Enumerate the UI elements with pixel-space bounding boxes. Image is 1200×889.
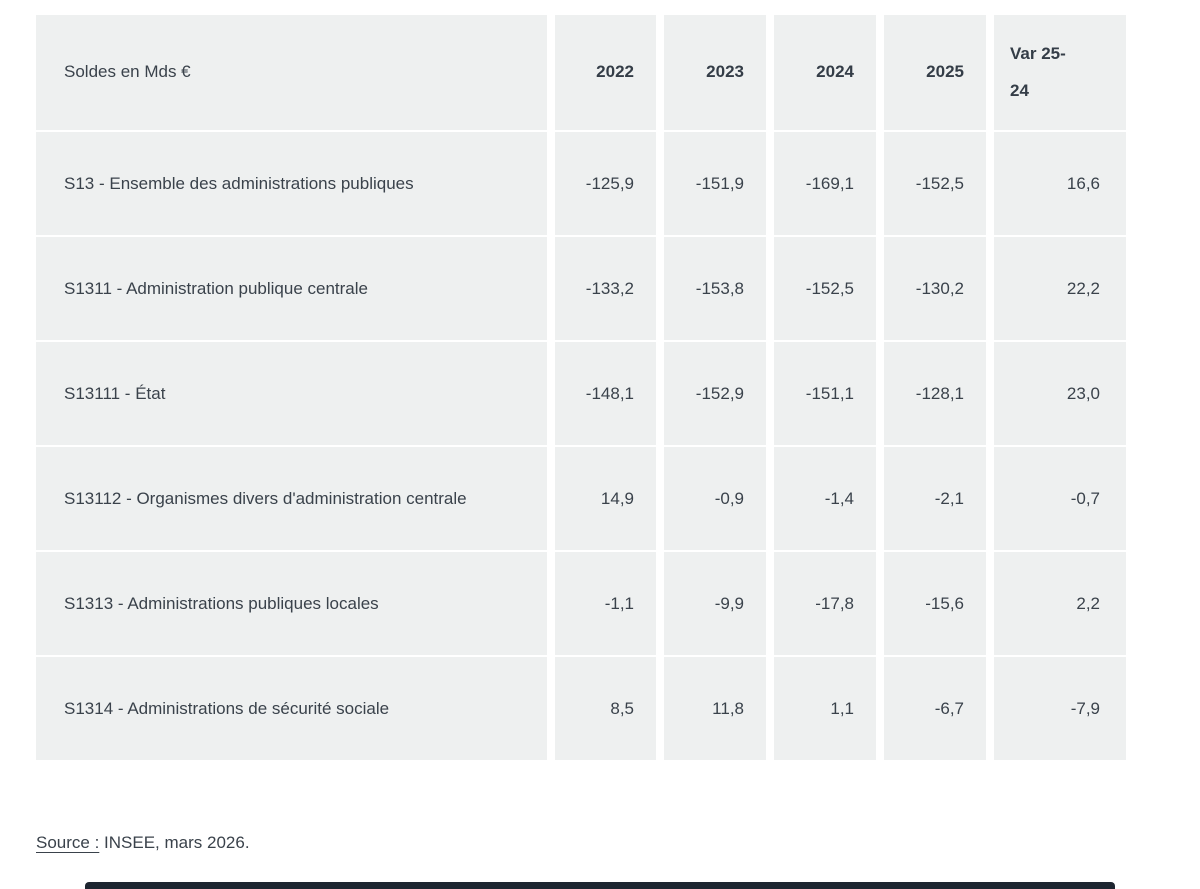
cell-value: 2,2 bbox=[994, 552, 1126, 655]
column-header-2024: 2024 bbox=[774, 15, 876, 130]
cell-value: -169,1 bbox=[774, 132, 876, 235]
cell-value: -125,9 bbox=[555, 132, 656, 235]
cell-value: -153,8 bbox=[664, 237, 766, 340]
cell-value: -152,5 bbox=[884, 132, 986, 235]
source-link[interactable]: Source : bbox=[36, 833, 100, 852]
cell-value: -152,5 bbox=[774, 237, 876, 340]
cell-value: -151,9 bbox=[664, 132, 766, 235]
cell-value: 16,6 bbox=[994, 132, 1126, 235]
cell-value: -6,7 bbox=[884, 657, 986, 760]
cell-value: -2,1 bbox=[884, 447, 986, 550]
row-label: S1313 - Administrations publiques locale… bbox=[36, 552, 547, 655]
cell-value: -15,6 bbox=[884, 552, 986, 655]
column-header-var-25-24: Var 25-24 bbox=[994, 15, 1126, 130]
cell-value: 22,2 bbox=[994, 237, 1126, 340]
cell-value: -0,7 bbox=[994, 447, 1126, 550]
cut-off-bottom-element bbox=[85, 882, 1115, 889]
row-label: S13 - Ensemble des administrations publi… bbox=[36, 132, 547, 235]
row-label: S13112 - Organismes divers d'administrat… bbox=[36, 447, 547, 550]
public-balances-table: Soldes en Mds € 2022 2023 2024 2025 Var … bbox=[36, 15, 1126, 760]
cell-value: -152,9 bbox=[664, 342, 766, 445]
source-note: Source : INSEE, mars 2026. bbox=[36, 833, 250, 853]
cell-value: 23,0 bbox=[994, 342, 1126, 445]
cell-value: -128,1 bbox=[884, 342, 986, 445]
column-header-2022: 2022 bbox=[555, 15, 656, 130]
cell-value: -130,2 bbox=[884, 237, 986, 340]
row-label: S13111 - État bbox=[36, 342, 547, 445]
cell-value: 11,8 bbox=[664, 657, 766, 760]
cell-value: -148,1 bbox=[555, 342, 656, 445]
cell-value: 1,1 bbox=[774, 657, 876, 760]
cell-value: -1,1 bbox=[555, 552, 656, 655]
row-label: S1311 - Administration publique centrale bbox=[36, 237, 547, 340]
column-header-unit: Soldes en Mds € bbox=[36, 15, 547, 130]
column-header-2023: 2023 bbox=[664, 15, 766, 130]
cell-value: -17,8 bbox=[774, 552, 876, 655]
cell-value: -9,9 bbox=[664, 552, 766, 655]
cell-value: 14,9 bbox=[555, 447, 656, 550]
source-text: INSEE, mars 2026. bbox=[99, 833, 250, 852]
column-header-2025: 2025 bbox=[884, 15, 986, 130]
cell-value: -151,1 bbox=[774, 342, 876, 445]
cell-value: -0,9 bbox=[664, 447, 766, 550]
cell-value: -1,4 bbox=[774, 447, 876, 550]
cell-value: -7,9 bbox=[994, 657, 1126, 760]
cell-value: 8,5 bbox=[555, 657, 656, 760]
row-label: S1314 - Administrations de sécurité soci… bbox=[36, 657, 547, 760]
cell-value: -133,2 bbox=[555, 237, 656, 340]
